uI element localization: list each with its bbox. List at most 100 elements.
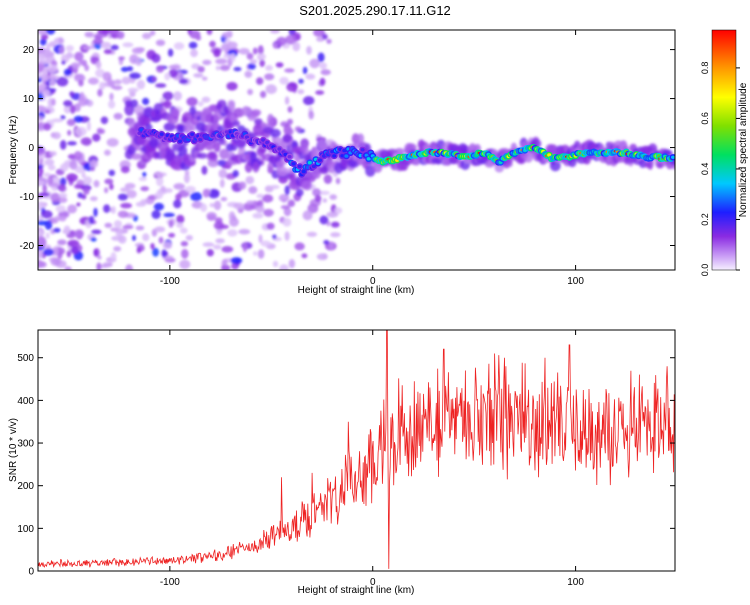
- ridge-halo-blob: [275, 160, 285, 169]
- noise-blob: [284, 231, 290, 241]
- ridge-core-blob: [178, 139, 182, 143]
- noise-blob: [60, 163, 69, 172]
- noise-blob: [245, 176, 255, 185]
- noise-blob: [50, 192, 61, 203]
- noise-blob: [49, 79, 56, 87]
- noise-blob: [257, 249, 265, 259]
- noise-blob: [275, 62, 284, 68]
- noise-blob: [160, 185, 166, 192]
- noise-blob: [73, 115, 84, 123]
- noise-blob: [206, 249, 214, 257]
- noise-blob: [279, 264, 289, 270]
- noise-blob: [256, 77, 264, 85]
- spectrogram-xlabel: Height of straight line (km): [298, 285, 415, 296]
- noise-blob: [39, 38, 47, 46]
- snr-ytick-label: 300: [17, 439, 34, 450]
- noise-blob: [42, 48, 52, 57]
- noise-blob: [263, 208, 274, 217]
- noise-blob: [238, 181, 247, 190]
- noise-blob: [284, 96, 290, 105]
- spectrogram-blobs: [38, 30, 675, 270]
- noise-blob: [111, 206, 116, 214]
- noise-blob: [246, 200, 254, 205]
- noise-blob: [285, 34, 297, 45]
- noise-blob: [131, 47, 144, 54]
- noise-blob: [38, 155, 41, 166]
- noise-blob: [173, 42, 185, 50]
- snr-panel: -100 0 100 0 100 200 300 400 500 Height of strai…: [8, 329, 676, 596]
- noise-blob: [185, 235, 193, 241]
- noise-blob: [113, 112, 123, 120]
- noise-blob: [87, 77, 99, 85]
- noise-blob: [83, 176, 92, 186]
- noise-blob: [58, 215, 67, 222]
- noise-blob: [90, 166, 96, 172]
- noise-blob: [247, 88, 254, 96]
- noise-blob: [301, 253, 308, 259]
- noise-blob: [173, 199, 182, 209]
- noise-blob: [215, 58, 228, 65]
- noise-blob: [276, 36, 287, 46]
- noise-blob: [67, 129, 72, 136]
- noise-blob: [81, 59, 87, 67]
- colorbar-tick-label: 0.2: [700, 213, 710, 226]
- noise-blob: [38, 59, 50, 65]
- ridge-halo-blob: [286, 128, 294, 136]
- noise-blob: [248, 186, 258, 194]
- ridge-core-blob: [261, 138, 266, 142]
- noise-blob: [173, 91, 183, 101]
- noise-blob: [48, 75, 60, 80]
- noise-blob: [334, 207, 343, 215]
- noise-blob: [272, 260, 279, 268]
- noise-blob: [306, 45, 312, 55]
- ridge-core-blob: [366, 157, 371, 161]
- snr-series-line: [38, 330, 675, 569]
- noise-blob: [66, 250, 72, 258]
- noise-blob: [106, 138, 119, 147]
- noise-blob: [216, 159, 227, 167]
- noise-blob: [222, 258, 228, 266]
- noise-blob: [121, 76, 131, 85]
- snr-frame: [37, 329, 676, 572]
- ridge-core-blob: [318, 158, 322, 162]
- noise-blob: [303, 96, 315, 106]
- noise-blob: [262, 194, 274, 203]
- noise-blob: [180, 241, 189, 247]
- noise-blob: [78, 79, 84, 87]
- noise-blob: [136, 247, 142, 254]
- noise-blob: [168, 64, 181, 70]
- noise-blob: [230, 257, 243, 264]
- noise-blob: [104, 149, 111, 156]
- noise-blob: [103, 48, 112, 55]
- colorbar-label: Normalized spectral amplitude: [738, 82, 749, 217]
- snr-xlabel: Height of straight line (km): [298, 585, 415, 596]
- ridge-core-blob: [159, 132, 164, 136]
- noise-blob: [326, 38, 332, 44]
- noise-blob: [43, 172, 51, 177]
- noise-blob: [53, 37, 65, 45]
- noise-blob: [260, 90, 267, 98]
- noise-blob: [89, 196, 98, 202]
- noise-blob: [91, 229, 102, 235]
- noise-blob: [221, 246, 234, 253]
- noise-blob: [39, 192, 50, 197]
- noise-blob: [256, 193, 264, 199]
- ridge-halo-blob: [394, 148, 405, 155]
- noise-blob: [288, 259, 296, 269]
- noise-blob: [312, 188, 321, 197]
- noise-blob: [86, 99, 94, 107]
- noise-blob: [74, 126, 87, 137]
- spectrogram-frame: [37, 29, 676, 271]
- noise-blob: [227, 229, 238, 237]
- noise-blob: [195, 35, 202, 41]
- ridge-halo-blob: [207, 151, 217, 160]
- noise-blob: [104, 187, 109, 194]
- ridge-halo-blob: [218, 137, 225, 146]
- noise-blob: [163, 122, 176, 132]
- noise-blob: [124, 182, 136, 190]
- noise-blob: [168, 68, 178, 78]
- noise-blob: [209, 203, 215, 208]
- noise-blob: [61, 60, 66, 65]
- noise-blob: [70, 246, 79, 255]
